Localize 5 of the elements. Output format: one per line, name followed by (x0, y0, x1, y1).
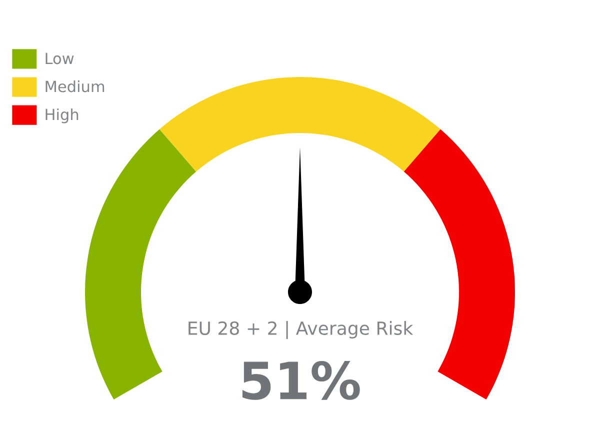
text: 51% (242, 361, 360, 400)
legend-label: Low (46, 52, 74, 64)
legend-label: Medium (46, 80, 104, 92)
text: EU 28 + 2 | Average Risk (188, 320, 414, 340)
legend-label: High (46, 108, 78, 124)
